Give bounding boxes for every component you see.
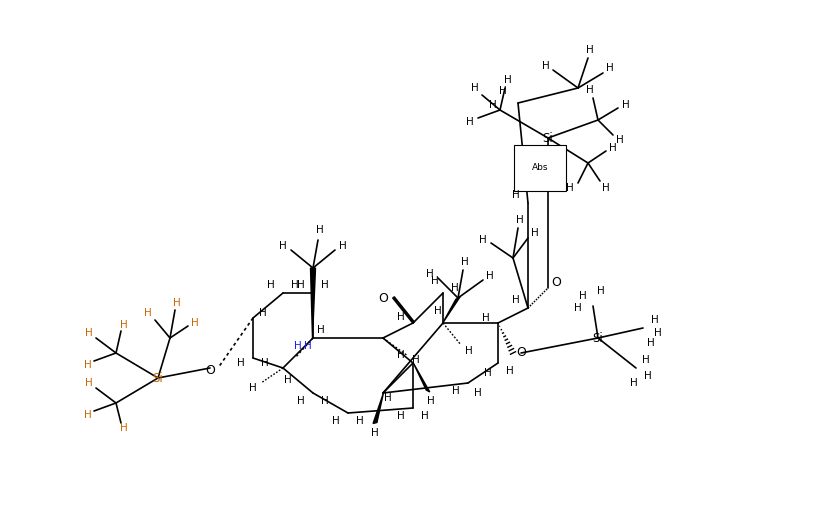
Text: H: H	[261, 358, 268, 368]
Text: H: H	[84, 360, 92, 370]
Text: Si: Si	[543, 131, 554, 144]
Text: O: O	[516, 346, 526, 359]
Text: H: H	[173, 298, 181, 308]
Text: H: H	[356, 416, 364, 426]
Text: H: H	[461, 257, 469, 267]
Text: H: H	[120, 423, 128, 433]
Text: H: H	[259, 308, 267, 318]
Text: H: H	[332, 416, 340, 426]
Text: H: H	[574, 303, 582, 313]
Text: H: H	[466, 117, 474, 127]
Text: Si: Si	[592, 331, 603, 344]
Text: H: H	[644, 371, 652, 381]
Text: H: H	[647, 338, 655, 348]
Text: H: H	[609, 143, 617, 153]
Text: H: H	[542, 61, 550, 71]
Text: H: H	[472, 83, 479, 93]
Text: H: H	[642, 355, 650, 365]
Text: H: H	[297, 396, 305, 406]
Text: H: H	[384, 393, 392, 403]
Text: O: O	[551, 277, 561, 290]
Polygon shape	[442, 297, 460, 323]
Text: H: H	[191, 318, 199, 328]
Text: H: H	[451, 283, 459, 293]
Text: H: H	[586, 45, 594, 55]
Text: H: H	[616, 135, 624, 145]
Text: H: H	[602, 183, 610, 193]
Text: H: H	[630, 378, 638, 388]
Text: H: H	[339, 241, 347, 251]
Text: H: H	[531, 228, 539, 238]
Text: H: H	[120, 320, 128, 330]
Text: H: H	[586, 85, 594, 95]
Text: H: H	[434, 306, 442, 316]
Text: Si: Si	[153, 372, 164, 385]
Text: H: H	[623, 100, 630, 110]
Text: H: H	[499, 86, 507, 96]
Text: H: H	[579, 291, 586, 301]
Polygon shape	[414, 363, 430, 392]
Text: H: H	[291, 280, 299, 290]
Text: H: H	[651, 315, 659, 325]
Text: H: H	[566, 183, 574, 193]
Text: H: H	[249, 383, 257, 393]
Text: H: H	[654, 328, 662, 338]
Text: H: H	[84, 410, 92, 420]
Text: H: H	[482, 313, 490, 323]
Polygon shape	[310, 268, 315, 338]
Text: H: H	[397, 312, 405, 322]
Text: H: H	[294, 341, 302, 351]
Text: H: H	[489, 100, 497, 110]
Text: H: H	[606, 63, 614, 73]
Text: H: H	[397, 411, 405, 421]
Text: H: H	[506, 366, 513, 376]
Text: H: H	[85, 378, 93, 388]
Text: H: H	[267, 280, 275, 290]
Text: H: H	[321, 280, 329, 290]
Text: H: H	[279, 241, 287, 251]
Text: H: H	[479, 235, 487, 245]
Text: H: H	[504, 75, 512, 85]
Polygon shape	[373, 393, 383, 423]
Text: H: H	[465, 346, 473, 356]
Text: H: H	[412, 355, 420, 365]
Text: H: H	[512, 190, 520, 200]
Text: H: H	[85, 328, 93, 338]
Text: H: H	[371, 428, 379, 438]
Text: H: H	[397, 350, 405, 360]
Text: H: H	[317, 325, 325, 335]
Text: H: H	[426, 269, 434, 279]
Text: H: H	[427, 396, 435, 406]
Text: H: H	[304, 341, 312, 351]
Text: Abs: Abs	[532, 163, 548, 173]
Text: H: H	[144, 308, 152, 318]
Text: H: H	[316, 225, 324, 235]
Text: H: H	[512, 295, 520, 305]
Text: H: H	[486, 271, 494, 281]
Text: H: H	[452, 386, 460, 396]
Text: H: H	[474, 388, 482, 398]
Text: H: H	[597, 286, 605, 296]
Text: H: H	[431, 276, 439, 286]
Text: O: O	[205, 363, 215, 376]
Text: O: O	[378, 292, 388, 305]
Text: H: H	[321, 396, 329, 406]
Text: H: H	[237, 358, 245, 368]
Text: H: H	[484, 368, 492, 378]
Text: H: H	[284, 375, 292, 385]
Text: H: H	[516, 215, 524, 225]
Text: H: H	[421, 411, 429, 421]
Text: H: H	[297, 280, 305, 290]
